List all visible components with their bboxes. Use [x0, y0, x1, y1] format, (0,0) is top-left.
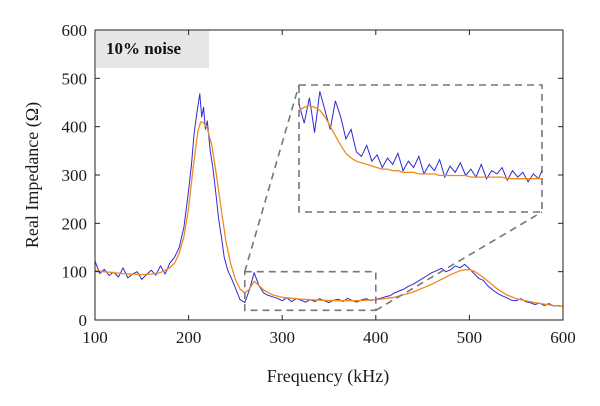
- y-tick-label: 200: [62, 214, 88, 233]
- y-tick-label: 600: [62, 21, 88, 40]
- zoom-source-box: [243, 270, 377, 312]
- y-tick-label: 0: [79, 311, 88, 330]
- x-tick-label: 200: [176, 328, 202, 347]
- noise-badge-background: [96, 30, 209, 68]
- zoom-inset-box: [298, 84, 543, 213]
- inset-noisy-line: [298, 91, 543, 183]
- x-tick-label: 400: [363, 328, 389, 347]
- x-tick-label: 300: [269, 328, 295, 347]
- plot-frame: [94, 29, 564, 321]
- plot-layer: [95, 93, 563, 308]
- x-axis-label: Frequency (kHz): [267, 366, 389, 387]
- noise-badge-label: 10% noise: [106, 39, 182, 58]
- y-axis-label: Real Impedance (Ω): [22, 102, 43, 248]
- noise-badge: 10% noise: [96, 30, 209, 68]
- y-tick-label: 100: [62, 263, 88, 282]
- zoom-connector-left: [243, 84, 300, 272]
- x-tick-label: 600: [550, 328, 576, 347]
- inset-smooth-line: [298, 104, 542, 180]
- axes: [94, 29, 564, 321]
- smooth-series-line: [95, 121, 563, 308]
- zoom-connector-right: [375, 211, 543, 312]
- y-tick-label: 400: [62, 118, 88, 137]
- y-tick-label: 300: [62, 166, 88, 185]
- noisy-series-line: [95, 93, 563, 307]
- y-tick-label: 500: [62, 69, 88, 88]
- x-tick-label: 100: [82, 328, 108, 347]
- x-tick-label: 500: [457, 328, 483, 347]
- zoom-inset: [243, 84, 543, 312]
